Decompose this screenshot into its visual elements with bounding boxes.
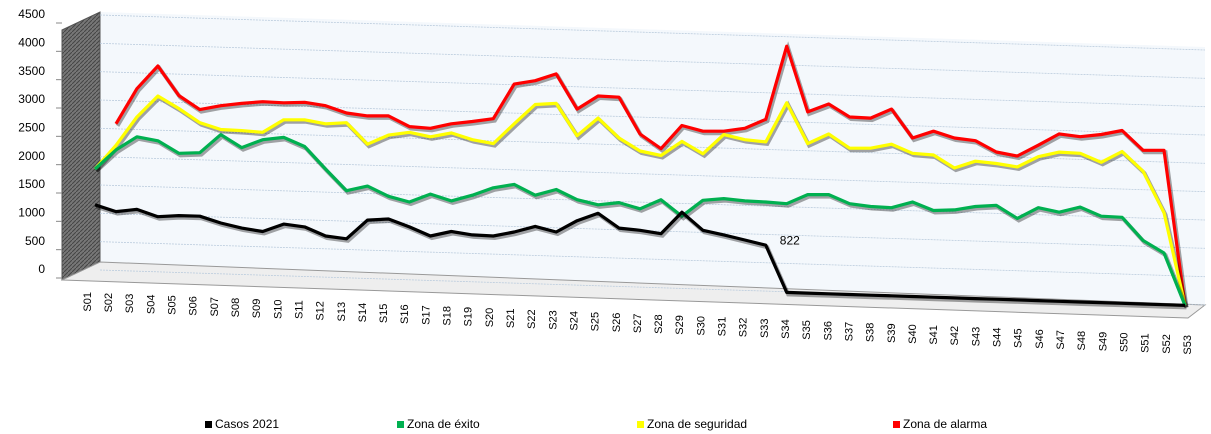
x-tick-label: S14 [357,303,369,323]
line-shadow [95,95,1189,308]
y-tick-label: 1000 [18,206,45,220]
back-wall [100,12,1205,305]
x-tick-label: S34 [780,319,792,339]
x-tick-label: S36 [822,321,834,341]
side-wall [61,11,101,281]
x-tick-label: S23 [547,310,559,330]
x-tick-label: S29 [674,315,686,335]
x-tick-label: S41 [928,325,940,345]
y-tick-label: 4000 [18,36,45,50]
x-tick-label: S10 [272,299,284,319]
x-tick-label: S37 [843,322,855,342]
x-tick-label: S38 [865,323,877,343]
x-tick-label: S40 [907,324,919,344]
x-tick-label: S24 [568,311,580,331]
x-tick-label: S16 [399,304,411,324]
grid-line [99,71,1206,108]
x-tick-label: S49 [1097,332,1109,352]
y-tick-label: 2500 [18,121,45,135]
y-tick-label: 0 [38,262,45,276]
x-tick-label: S48 [1076,331,1088,351]
x-tick-label: S03 [124,294,136,314]
x-tick-label: S45 [1013,328,1025,348]
x-tick-label: S12 [315,301,327,321]
series-line [93,94,1187,306]
x-tick-label: S25 [590,312,602,332]
grid-line [99,14,1206,51]
series-line [93,133,1187,306]
x-tick-label: S43 [970,327,982,347]
x-tick-label: S47 [1055,330,1067,350]
y-tick-label: 3000 [18,92,45,106]
grid-line [99,156,1206,193]
x-tick-label: S26 [611,313,623,333]
grid-line [99,241,1206,278]
x-tick-label: S42 [949,326,961,346]
grid-line [99,127,1206,164]
x-tick-label: S13 [336,302,348,322]
x-tick-label: S46 [1034,329,1046,349]
series-line [94,203,1186,307]
x-tick-label: S05 [167,295,179,315]
x-tick-label: S39 [886,323,898,343]
x-tick-label: S02 [103,293,115,313]
x-tick-label: S06 [188,296,200,316]
legend-swatch [397,421,404,428]
x-tick-label: S50 [1118,333,1130,353]
grid-line [99,99,1206,136]
x-tick-label: S04 [145,294,157,314]
x-tick-label: S33 [759,318,771,338]
y-tick-label: 3500 [18,64,45,78]
x-tick-label: S21 [505,309,517,329]
x-tick-label: S09 [251,299,263,319]
grid-line [99,42,1206,79]
x-tick-label: S15 [378,304,390,324]
x-tick-label: S22 [526,309,538,329]
x-tick-label: S01 [82,292,94,312]
x-tick-label: S32 [738,318,750,338]
x-tick-label: S28 [653,314,665,334]
legend-swatch [205,421,212,428]
x-tick-label: S19 [463,307,475,327]
x-tick-label: S52 [1161,334,1173,354]
x-tick-label: S31 [717,317,729,337]
series-line [114,44,1187,306]
x-tick-label: S17 [420,305,432,325]
legend-swatch [637,421,644,428]
x-tick-label: S07 [209,297,221,317]
x-tick-label: S35 [801,320,813,340]
legend-label: Zona de seguridad [647,417,747,431]
legend-swatch [893,421,900,428]
x-tick-label: S20 [484,308,496,328]
x-tick-label: S53 [1182,335,1194,355]
y-tick-label: 2000 [18,149,45,163]
x-tick-label: S11 [293,300,305,319]
legend-label: Zona de alarma [903,417,987,431]
legend-label: Zona de éxito [407,417,480,431]
x-tick-label: S18 [442,306,454,326]
x-tick-label: S27 [632,314,644,334]
line-shadow [95,204,1187,310]
legend-label: Casos 2021 [215,417,279,431]
x-tick-label: S08 [230,298,242,318]
x-tick-label: S44 [992,328,1004,348]
data-label: 822 [780,233,800,247]
x-tick-label: S51 [1140,333,1152,353]
x-tick-label: S30 [695,316,707,336]
y-tick-label: 1500 [18,177,45,191]
y-tick-label: 4500 [18,7,45,21]
y-tick-label: 500 [25,234,45,248]
